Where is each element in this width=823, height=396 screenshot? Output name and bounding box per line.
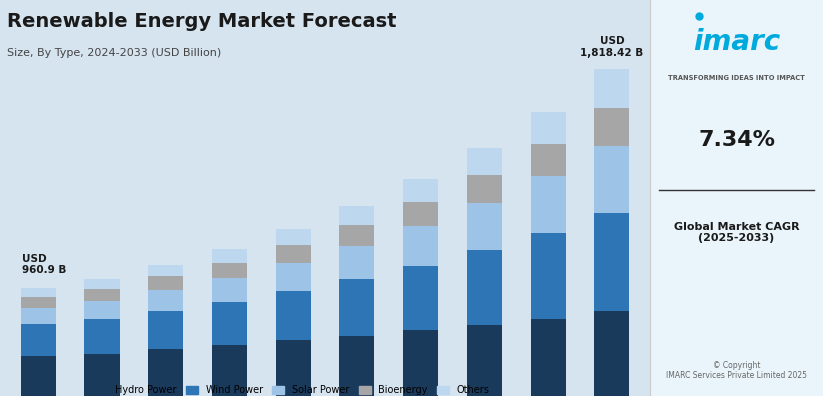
Bar: [594, 69, 630, 108]
Bar: [467, 148, 502, 175]
Bar: [21, 356, 56, 396]
Text: USD
1,818.42 B: USD 1,818.42 B: [580, 36, 644, 58]
Bar: [339, 246, 374, 279]
Text: TRANSFORMING IDEAS INTO IMPACT: TRANSFORMING IDEAS INTO IMPACT: [668, 75, 805, 81]
Bar: [276, 245, 311, 263]
Bar: [212, 301, 247, 345]
Bar: [531, 176, 565, 233]
Bar: [531, 112, 565, 144]
Text: imarc: imarc: [693, 28, 780, 56]
Bar: [403, 330, 438, 396]
Bar: [85, 319, 119, 354]
Bar: [148, 276, 184, 290]
Bar: [594, 108, 630, 146]
Bar: [85, 354, 119, 396]
Legend: Hydro Power, Wind Power, Solar Power, Bioenergy, Others: Hydro Power, Wind Power, Solar Power, Bi…: [95, 385, 490, 395]
Bar: [339, 225, 374, 246]
Text: Size, By Type, 2024-2033 (USD Billion): Size, By Type, 2024-2033 (USD Billion): [7, 48, 221, 57]
Bar: [467, 175, 502, 202]
Text: USD
960.9 B: USD 960.9 B: [22, 254, 67, 275]
Bar: [21, 308, 56, 324]
Bar: [148, 349, 184, 396]
Bar: [339, 336, 374, 396]
Bar: [531, 144, 565, 176]
Text: Global Market CAGR
(2025-2033): Global Market CAGR (2025-2033): [674, 222, 799, 244]
Bar: [148, 265, 184, 276]
Bar: [467, 202, 502, 250]
Bar: [531, 233, 565, 319]
Bar: [212, 249, 247, 263]
Bar: [85, 289, 119, 301]
Bar: [467, 325, 502, 396]
Bar: [21, 297, 56, 308]
Text: Renewable Energy Market Forecast: Renewable Energy Market Forecast: [7, 12, 396, 31]
Bar: [276, 340, 311, 396]
FancyBboxPatch shape: [650, 0, 823, 396]
Bar: [594, 146, 630, 213]
Bar: [212, 345, 247, 396]
Text: © Copyright
IMARC Services Private Limited 2025: © Copyright IMARC Services Private Limit…: [666, 361, 807, 380]
Bar: [339, 279, 374, 336]
Bar: [276, 228, 311, 245]
Bar: [339, 206, 374, 225]
Bar: [21, 324, 56, 356]
Bar: [148, 290, 184, 310]
Bar: [276, 291, 311, 340]
Bar: [467, 250, 502, 325]
Text: 7.34%: 7.34%: [698, 130, 775, 150]
Bar: [403, 265, 438, 330]
Bar: [403, 202, 438, 226]
Bar: [85, 279, 119, 289]
Bar: [276, 263, 311, 291]
Bar: [85, 301, 119, 319]
Bar: [403, 226, 438, 265]
Bar: [594, 213, 630, 311]
Bar: [531, 319, 565, 396]
Bar: [212, 263, 247, 278]
Bar: [148, 310, 184, 349]
Bar: [403, 179, 438, 202]
Bar: [21, 288, 56, 297]
Bar: [594, 311, 630, 396]
Bar: [212, 278, 247, 301]
